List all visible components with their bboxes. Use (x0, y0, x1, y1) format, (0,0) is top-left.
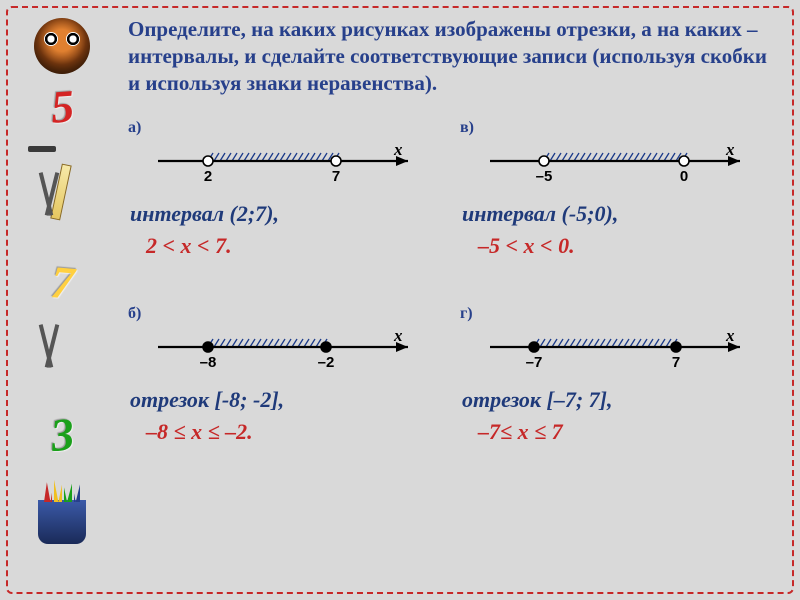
svg-text:x: x (725, 141, 735, 159)
pencil-cup-icon (38, 500, 86, 544)
svg-text:–5: –5 (536, 168, 553, 185)
owl-icon (34, 18, 90, 74)
inequality-notation: –5 < x < 0. (478, 233, 782, 259)
segment-notation: отрезок [-8; -2], (130, 387, 450, 413)
problems-grid: а) x 2 7 интервал (2;7), 2 < x < 7. в) x –5… (128, 119, 782, 445)
problem-b: б) x –8 –2 отрезок [-8; -2], –8 ≤ x ≤ –2. (128, 305, 450, 445)
geometry-tools-icon (26, 164, 98, 222)
sidebar-number-5: 5 (49, 83, 75, 130)
sidebar-number-7: 7 (49, 259, 76, 307)
minus-icon (28, 146, 56, 152)
svg-text:–8: –8 (200, 354, 217, 371)
problem-a: а) x 2 7 интервал (2;7), 2 < x < 7. (128, 119, 450, 259)
problem-v: в) x –5 0 интервал (-5;0), –5 < x < 0. (460, 119, 782, 259)
svg-text:x: x (393, 141, 403, 159)
interval-notation: интервал (-5;0), (462, 201, 782, 227)
interval-notation: интервал (2;7), (130, 201, 450, 227)
compass-icon (26, 316, 98, 374)
sidebar-number-3: 3 (48, 411, 76, 459)
sidebar: 5 7 3 (6, 6, 118, 594)
svg-text:–2: –2 (318, 354, 335, 371)
content: Определите, на каких рисунках изображены… (128, 16, 782, 584)
problem-label: б) (128, 305, 450, 323)
svg-text:x: x (725, 327, 735, 345)
inequality-notation: –8 ≤ x ≤ –2. (146, 419, 450, 445)
problem-g: г) x –7 7 отрезок [–7; 7], –7≤ x ≤ 7 (460, 305, 782, 445)
inequality-notation: –7≤ x ≤ 7 (478, 419, 782, 445)
problem-label: в) (460, 119, 782, 137)
svg-text:–7: –7 (526, 354, 543, 371)
svg-text:7: 7 (332, 168, 340, 185)
svg-text:2: 2 (204, 168, 212, 185)
svg-text:0: 0 (680, 168, 688, 185)
number-line-g: x –7 7 (460, 327, 760, 377)
instruction-text: Определите, на каких рисунках изображены… (128, 16, 782, 97)
problem-label: а) (128, 119, 450, 137)
problem-label: г) (460, 305, 782, 323)
number-line-b: x –8 –2 (128, 327, 428, 377)
number-line-a: x 2 7 (128, 141, 428, 191)
number-line-v: x –5 0 (460, 141, 760, 191)
svg-text:7: 7 (672, 354, 680, 371)
inequality-notation: 2 < x < 7. (146, 233, 450, 259)
svg-text:x: x (393, 327, 403, 345)
segment-notation: отрезок [–7; 7], (462, 387, 782, 413)
